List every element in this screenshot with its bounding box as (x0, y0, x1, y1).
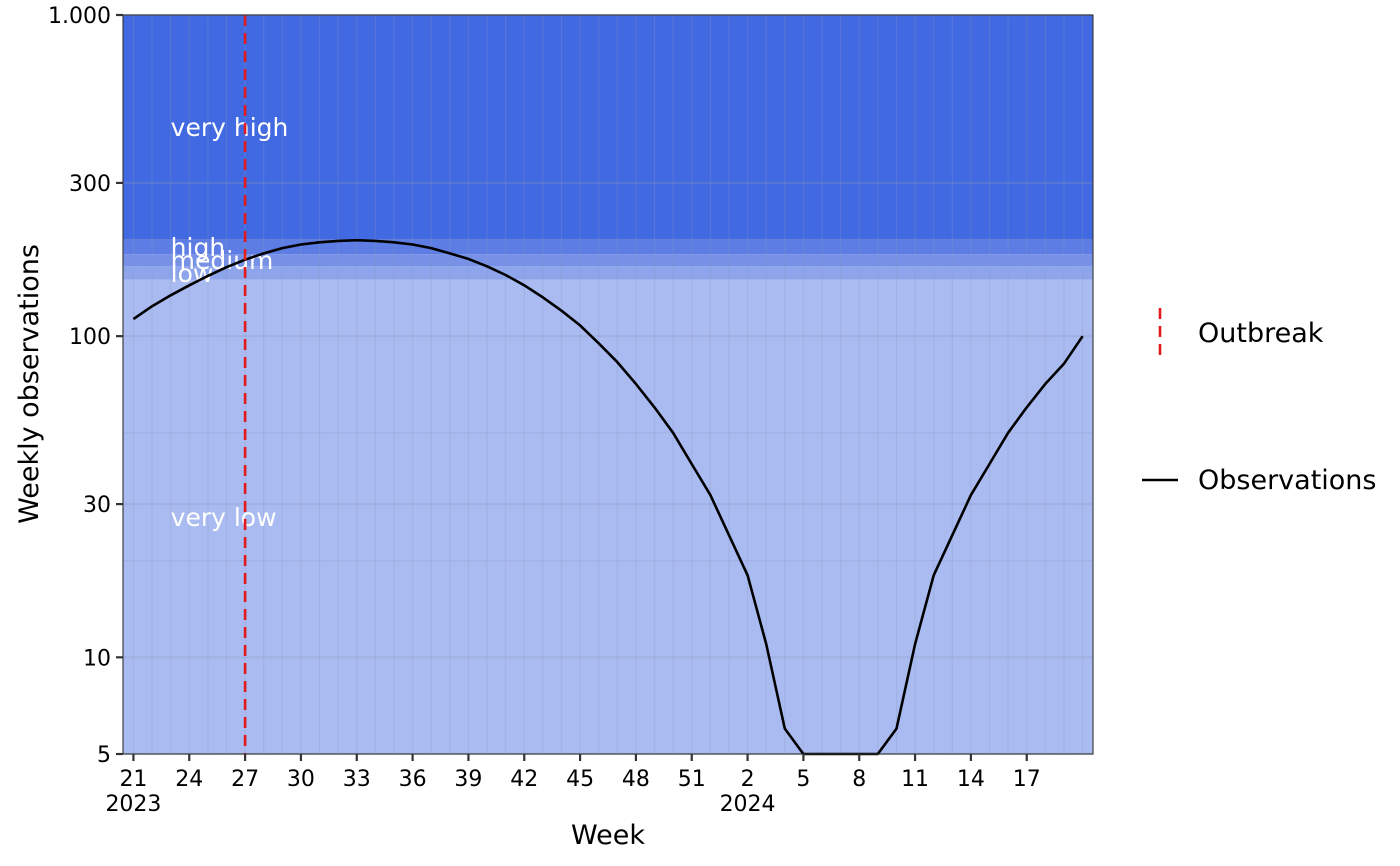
legend-label-observations: Observations (1198, 465, 1376, 496)
x-tick-label: 48 (622, 767, 650, 792)
y-tick-label: 300 (69, 172, 111, 197)
x-tick-label: 17 (1013, 767, 1041, 792)
intensity-bands (123, 15, 1093, 754)
y-tick-label: 30 (83, 493, 111, 518)
x-tick-label: 11 (901, 767, 929, 792)
x-year-label: 2024 (720, 792, 776, 817)
x-tick-label: 14 (957, 767, 985, 792)
x-tick-label: 33 (343, 767, 371, 792)
band-very-high (123, 15, 1093, 240)
x-tick-label: 30 (287, 767, 315, 792)
y-tick-label: 1.000 (48, 4, 111, 29)
legend-label-outbreak: Outbreak (1198, 318, 1324, 349)
y-tick-label: 10 (83, 646, 111, 671)
x-tick-label: 21 (119, 767, 147, 792)
band-medium (123, 254, 1093, 267)
y-tick-label: 5 (97, 743, 111, 768)
band-very-low (123, 279, 1093, 754)
x-year-label: 2023 (105, 792, 161, 817)
band-label-very-low: very low (171, 503, 277, 532)
band-label-high: high (171, 233, 226, 262)
x-tick-label: 36 (399, 767, 427, 792)
series-layer (132, 238, 1084, 756)
y-tick-label: 100 (69, 325, 111, 350)
y-axis-title: Weekly observations (14, 244, 45, 524)
x-axis-title: Week (571, 820, 645, 851)
band-low (123, 266, 1093, 280)
band-high (123, 239, 1093, 255)
x-tick-label: 24 (175, 767, 203, 792)
y-axis: 5 10 30 100 300 1.000 (48, 4, 123, 768)
x-tick-label: 45 (566, 767, 594, 792)
x-tick-label: 5 (796, 767, 810, 792)
x-tick-label: 8 (852, 767, 866, 792)
x-tick-label: 51 (678, 767, 706, 792)
x-tick-label: 2 (741, 767, 755, 792)
x-tick-label: 27 (231, 767, 259, 792)
x-tick-label: 39 (454, 767, 482, 792)
plot-panel-border (122, 14, 1094, 755)
series-line-observations (132, 238, 1084, 756)
band-label-very-high: very high (171, 113, 289, 142)
legend: Outbreak Observations (1142, 308, 1376, 496)
x-tick-label: 42 (510, 767, 538, 792)
